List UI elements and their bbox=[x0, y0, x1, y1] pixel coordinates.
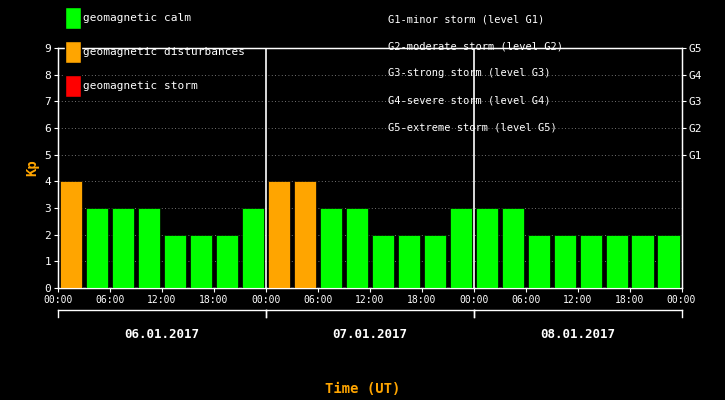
Bar bbox=[138, 208, 160, 288]
Bar bbox=[86, 208, 108, 288]
Bar bbox=[450, 208, 472, 288]
Y-axis label: Kp: Kp bbox=[25, 160, 38, 176]
Bar bbox=[164, 235, 186, 288]
Text: G4-severe storm (level G4): G4-severe storm (level G4) bbox=[388, 96, 550, 106]
Text: Time (UT): Time (UT) bbox=[325, 382, 400, 396]
Text: G3-strong storm (level G3): G3-strong storm (level G3) bbox=[388, 68, 550, 78]
Text: geomagnetic calm: geomagnetic calm bbox=[83, 13, 191, 23]
Bar bbox=[554, 235, 576, 288]
Bar bbox=[528, 235, 550, 288]
Text: geomagnetic storm: geomagnetic storm bbox=[83, 81, 198, 91]
Bar bbox=[60, 181, 82, 288]
Bar bbox=[423, 235, 446, 288]
Text: 07.01.2017: 07.01.2017 bbox=[332, 328, 407, 341]
Bar bbox=[631, 235, 653, 288]
Text: G2-moderate storm (level G2): G2-moderate storm (level G2) bbox=[388, 41, 563, 51]
Bar bbox=[502, 208, 523, 288]
Bar bbox=[658, 235, 679, 288]
Bar bbox=[294, 181, 316, 288]
Bar bbox=[476, 208, 497, 288]
Bar bbox=[216, 235, 238, 288]
Bar bbox=[268, 181, 290, 288]
Bar bbox=[190, 235, 212, 288]
Bar bbox=[320, 208, 341, 288]
Bar bbox=[579, 235, 602, 288]
Bar bbox=[242, 208, 264, 288]
Bar bbox=[346, 208, 368, 288]
Text: 06.01.2017: 06.01.2017 bbox=[125, 328, 199, 341]
Bar bbox=[605, 235, 628, 288]
Text: 08.01.2017: 08.01.2017 bbox=[540, 328, 615, 341]
Text: G5-extreme storm (level G5): G5-extreme storm (level G5) bbox=[388, 123, 557, 133]
Text: geomagnetic disturbances: geomagnetic disturbances bbox=[83, 47, 245, 57]
Bar bbox=[112, 208, 134, 288]
Bar bbox=[372, 235, 394, 288]
Text: G1-minor storm (level G1): G1-minor storm (level G1) bbox=[388, 14, 544, 24]
Bar bbox=[398, 235, 420, 288]
